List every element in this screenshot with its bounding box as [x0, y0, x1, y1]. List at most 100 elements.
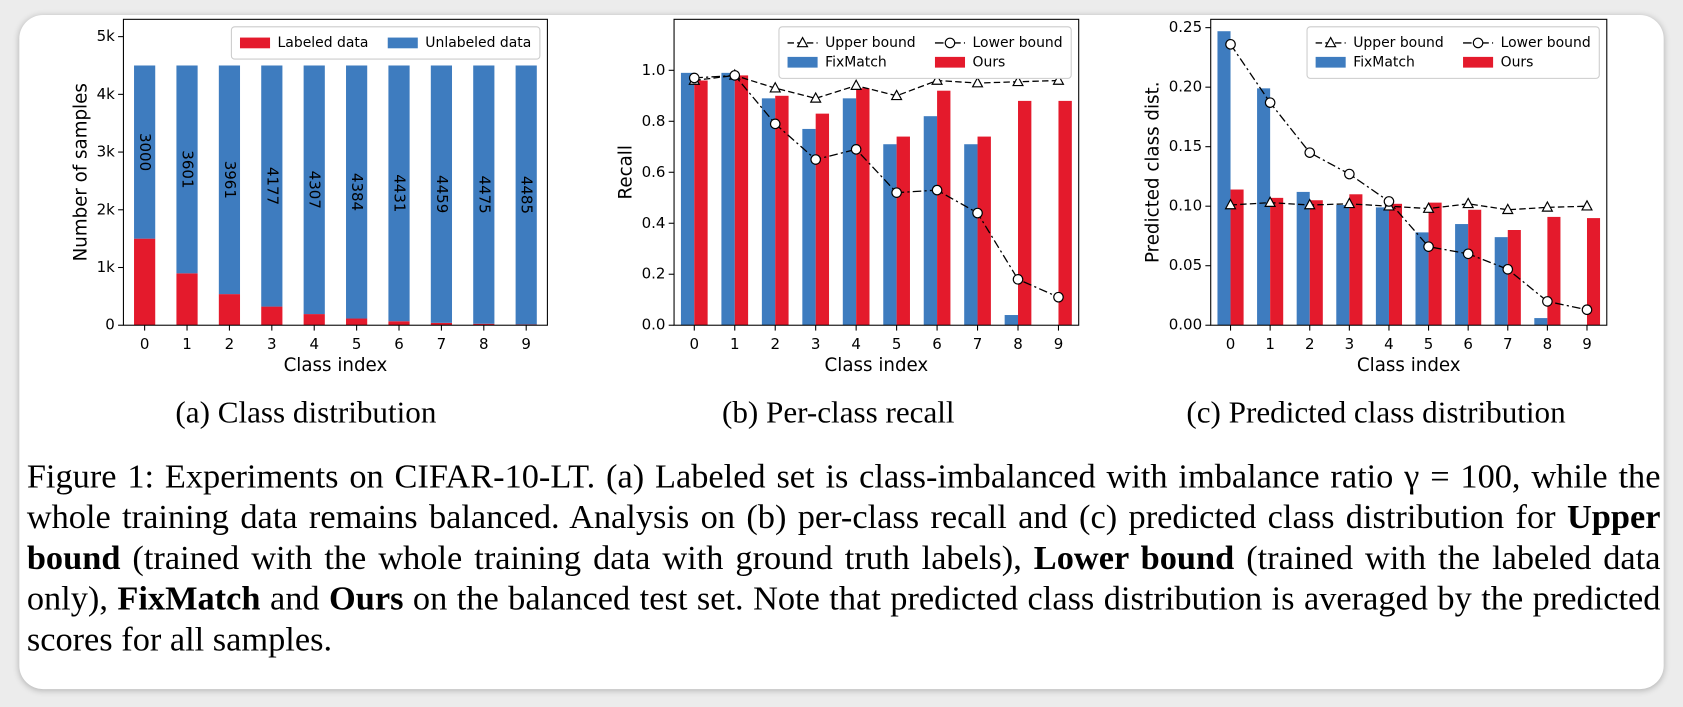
caption-bold: Ours: [329, 578, 404, 618]
legend-box: [1306, 26, 1600, 79]
bar: [1270, 197, 1284, 326]
bar: [883, 144, 897, 326]
bar: [1018, 100, 1032, 326]
y-tick-label: 0.0: [642, 316, 666, 334]
legend: Upper bound Lower bound FixMatch Ours: [778, 26, 1072, 79]
bar: [1534, 318, 1548, 326]
marker: [1343, 197, 1356, 209]
legend-marker: [1324, 36, 1337, 48]
marker: [931, 73, 944, 85]
bar-segment: [134, 238, 156, 326]
y-tick-label: 0.4: [642, 214, 666, 232]
x-tick-label: 1: [1265, 335, 1275, 353]
bar: [721, 72, 735, 326]
bar: [977, 136, 991, 326]
marker: [1225, 39, 1236, 50]
chart: 3000 3601 3961 4177 4307 4384 4431 4459 4475 4485…: [71, 18, 548, 430]
x-tick-label: 7: [973, 335, 983, 353]
x-tick-label: 2: [225, 335, 235, 353]
marker: [1303, 198, 1316, 210]
y-tick-label: 0.6: [642, 163, 666, 181]
marker: [972, 207, 983, 219]
bar-segment: [473, 65, 495, 324]
legend: Labeled data Unlabeled data: [230, 26, 541, 60]
bar: [815, 113, 830, 326]
marker: [1502, 263, 1514, 275]
x-tick-label: 8: [1543, 335, 1553, 353]
bar-segment: [303, 314, 325, 326]
marker: [1224, 198, 1237, 210]
legend-label: Unlabeled data: [425, 35, 531, 51]
x-tick-label: 5: [1424, 335, 1434, 353]
x-tick-label: 1: [730, 335, 740, 353]
caption-bold: Lower bound: [1033, 537, 1235, 577]
x-tick-label: 7: [437, 335, 447, 353]
caption-bold: FixMatch: [117, 578, 261, 618]
marker: [1462, 197, 1475, 209]
bar: [1004, 315, 1019, 326]
bar: [1586, 218, 1601, 326]
bar: [775, 95, 789, 326]
x-tick-label: 2: [770, 335, 780, 353]
caption-text: and: [260, 578, 330, 618]
marker: [850, 78, 863, 90]
x-tick-label: 8: [479, 335, 489, 353]
marker: [1304, 147, 1316, 158]
marker: [1423, 241, 1434, 252]
x-tick-label: 3: [811, 335, 821, 353]
marker: [1581, 199, 1593, 211]
bar: [694, 80, 708, 326]
bar-segment: [176, 273, 198, 326]
marker: [1344, 168, 1355, 180]
value-label: 4485: [518, 176, 536, 214]
marker: [729, 70, 741, 81]
bar: [1388, 203, 1403, 326]
bar: [1058, 100, 1072, 326]
plot-frame: [122, 18, 548, 326]
x-tick-label: 3: [267, 335, 277, 353]
y-axis-label: Recall: [616, 145, 637, 199]
x-tick-label: 0: [140, 335, 150, 353]
x-axis-label: Class index: [1357, 355, 1461, 376]
subcaption: (a) Class distribution: [175, 395, 436, 430]
legend-marker: [944, 37, 956, 49]
charts: 3000 3601 3961 4177 4307 4384 4431 4459 4475 4485…: [71, 18, 1608, 430]
y-tick-label: 0.10: [1169, 197, 1202, 215]
marker: [1581, 304, 1593, 316]
x-tick-label: 5: [352, 335, 362, 353]
subcaption: (b) Per-class recall: [722, 395, 955, 430]
value-label: 4431: [391, 174, 409, 212]
line: [694, 74, 1059, 100]
legend-swatch: [1315, 56, 1346, 68]
bar: [761, 98, 776, 326]
x-tick-label: 8: [1013, 335, 1023, 353]
x-tick-label: 0: [690, 335, 700, 353]
y-tick-label: 0.25: [1169, 18, 1202, 36]
marker: [809, 91, 822, 103]
x-tick-label: 6: [932, 335, 942, 353]
bar: [1217, 31, 1231, 326]
bar-segment: [346, 318, 368, 326]
legend-label: Labeled data: [278, 35, 369, 51]
marker: [1264, 97, 1276, 108]
bar: [1468, 209, 1482, 326]
bar: [680, 72, 695, 326]
x-tick-label: 7: [1503, 335, 1513, 353]
legend-swatch: [787, 56, 818, 68]
value-label: 4177: [263, 167, 281, 205]
bar: [937, 90, 951, 326]
bar: [896, 136, 910, 326]
legend-marker: [796, 36, 809, 48]
bar: [842, 98, 857, 326]
legend-marker: [1472, 37, 1484, 49]
x-tick-label: 4: [1384, 335, 1394, 353]
bar: [1230, 189, 1244, 326]
legend-label: Ours: [973, 54, 1006, 70]
marker: [769, 81, 782, 93]
bar: [856, 88, 870, 326]
marker: [1264, 196, 1277, 207]
value-label: 3601: [179, 150, 197, 188]
y-tick-label: 2k: [97, 200, 116, 218]
y-tick-label: 0.00: [1169, 316, 1202, 334]
legend-label: FixMatch: [825, 54, 887, 70]
